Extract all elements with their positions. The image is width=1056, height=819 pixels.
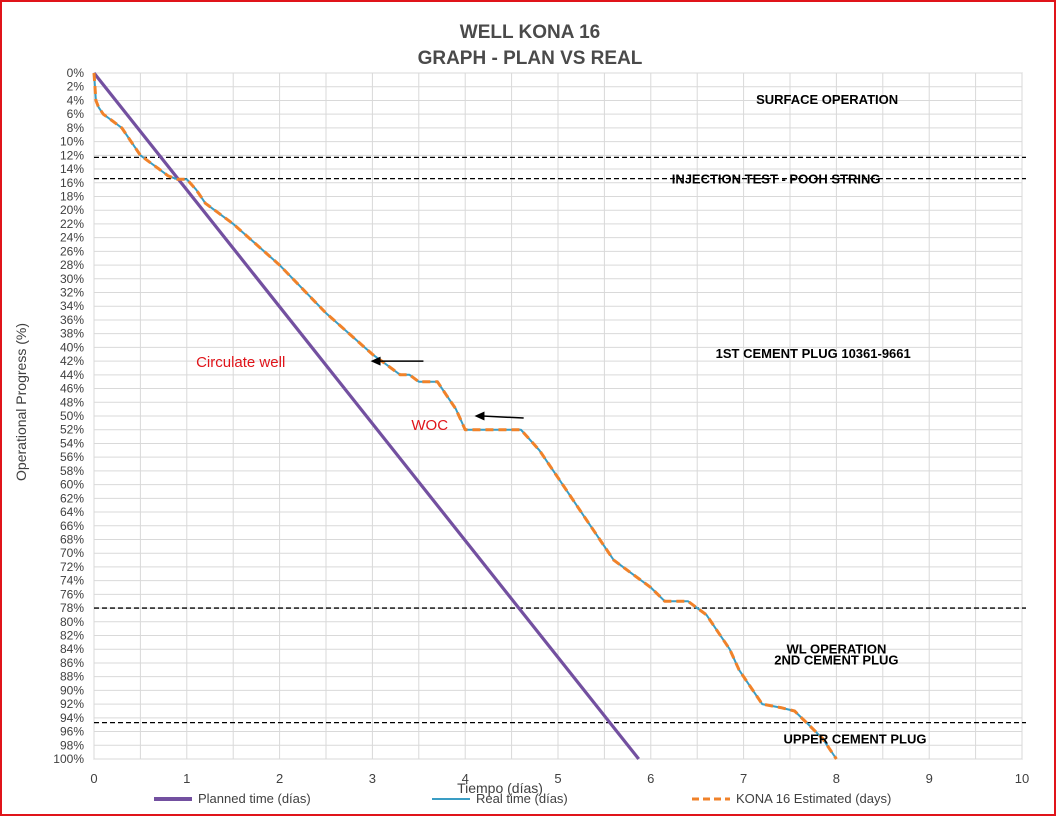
x-tick-label: 4 (462, 771, 469, 786)
annotation-label: Circulate well (196, 354, 285, 371)
y-tick-label: 94% (60, 711, 84, 725)
y-tick-label: 76% (60, 587, 84, 601)
y-tick-label: 2% (67, 80, 85, 94)
x-tick-label: 2 (276, 771, 283, 786)
y-tick-label: 84% (60, 642, 84, 656)
x-tick-label: 7 (740, 771, 747, 786)
y-tick-label: 24% (60, 231, 84, 245)
y-tick-label: 62% (60, 491, 84, 505)
chart-title-line-2: GRAPH - PLAN VS REAL (418, 48, 643, 69)
y-tick-label: 10% (60, 135, 84, 149)
annotation-arrow-shaft (482, 415, 524, 419)
phase-label: INJECTION TEST - POOH STRING (672, 172, 881, 187)
y-tick-label: 58% (60, 464, 84, 478)
x-tick-label: 10 (1015, 771, 1029, 786)
y-tick-label: 100% (53, 752, 84, 766)
y-tick-label: 54% (60, 436, 84, 450)
x-tick-label: 8 (833, 771, 840, 786)
y-tick-label: 78% (60, 601, 84, 615)
y-tick-label: 26% (60, 244, 84, 258)
y-tick-label: 52% (60, 423, 84, 437)
y-tick-label: 6% (67, 107, 85, 121)
y-axis-label: Operational Progress (%) (13, 323, 29, 481)
x-axis-label: Tiempo (días) (457, 780, 543, 796)
series-lines (92, 72, 838, 760)
legend-label: KONA 16 Estimated (days) (736, 791, 891, 806)
y-tick-label: 74% (60, 574, 84, 588)
y-tick-label: 86% (60, 656, 84, 670)
y-tick-label: 12% (60, 148, 84, 162)
series-line-3 (92, 72, 838, 760)
y-tick-label: 70% (60, 546, 84, 560)
y-tick-label: 60% (60, 478, 84, 492)
chart-title-line-1: WELL KONA 16 (460, 22, 600, 43)
y-tick-label: 64% (60, 505, 84, 519)
y-tick-label: 96% (60, 725, 84, 739)
series-line-1 (92, 72, 640, 760)
phase-label: 1ST CEMENT PLUG 10361-9661 (716, 346, 911, 361)
y-tick-label: 46% (60, 382, 84, 396)
phase-label: UPPER CEMENT PLUG (783, 731, 926, 746)
y-tick-label: 68% (60, 532, 84, 546)
y-tick-label: 72% (60, 560, 84, 574)
y-tick-label: 80% (60, 615, 84, 629)
legend-label: Real time (días) (476, 791, 568, 806)
y-tick-label: 50% (60, 409, 84, 423)
y-tick-label: 14% (60, 162, 84, 176)
y-tick-label: 98% (60, 738, 84, 752)
x-tick-label: 5 (554, 771, 561, 786)
annotation-arrow-head (474, 411, 485, 421)
phase-label: 2ND CEMENT PLUG (774, 653, 898, 668)
y-tick-label: 40% (60, 340, 84, 354)
y-tick-label: 48% (60, 395, 84, 409)
y-tick-label: 22% (60, 217, 84, 231)
y-tick-label: 56% (60, 450, 84, 464)
annotation-arrow-head (370, 356, 381, 366)
y-tick-label: 38% (60, 327, 84, 341)
legend: Planned time (días) Real time (días) KONA … (154, 791, 891, 806)
y-tick-label: 16% (60, 176, 84, 190)
x-tick-label: 1 (183, 771, 190, 786)
y-tick-label: 0% (67, 66, 85, 80)
x-tick-labels: 0 1 2 3 4 5 6 7 8 9 10 (90, 771, 1029, 786)
x-tick-label: 9 (926, 771, 933, 786)
y-tick-label: 88% (60, 670, 84, 684)
annotations: Circulate well WOC (196, 354, 524, 434)
y-tick-labels: 0%2%4%6%8%10%12%14%16%18%20%22%24%26%28%… (53, 66, 84, 766)
y-tick-label: 34% (60, 299, 84, 313)
x-tick-label: 3 (369, 771, 376, 786)
y-tick-label: 28% (60, 258, 84, 272)
y-tick-label: 8% (67, 121, 85, 135)
y-tick-label: 36% (60, 313, 84, 327)
y-tick-label: 30% (60, 272, 84, 286)
y-tick-label: 90% (60, 683, 84, 697)
y-tick-label: 66% (60, 519, 84, 533)
legend-label: Planned time (días) (198, 791, 311, 806)
y-tick-label: 42% (60, 354, 84, 368)
y-tick-label: 82% (60, 629, 84, 643)
y-tick-label: 44% (60, 368, 84, 382)
phase-labels: SURFACE OPERATION INJECTION TEST - POOH S… (672, 92, 927, 746)
y-tick-label: 18% (60, 189, 84, 203)
y-tick-label: 32% (60, 286, 84, 300)
x-tick-label: 0 (90, 771, 97, 786)
grid (93, 72, 1023, 760)
y-tick-label: 92% (60, 697, 84, 711)
phase-lines (94, 156, 1026, 724)
phase-label: SURFACE OPERATION (756, 92, 898, 107)
phase-label: WL OPERATION (786, 642, 886, 657)
y-tick-label: 20% (60, 203, 84, 217)
y-tick-label: 4% (67, 93, 85, 107)
annotation-label: WOC (411, 417, 448, 434)
x-tick-label: 6 (647, 771, 654, 786)
